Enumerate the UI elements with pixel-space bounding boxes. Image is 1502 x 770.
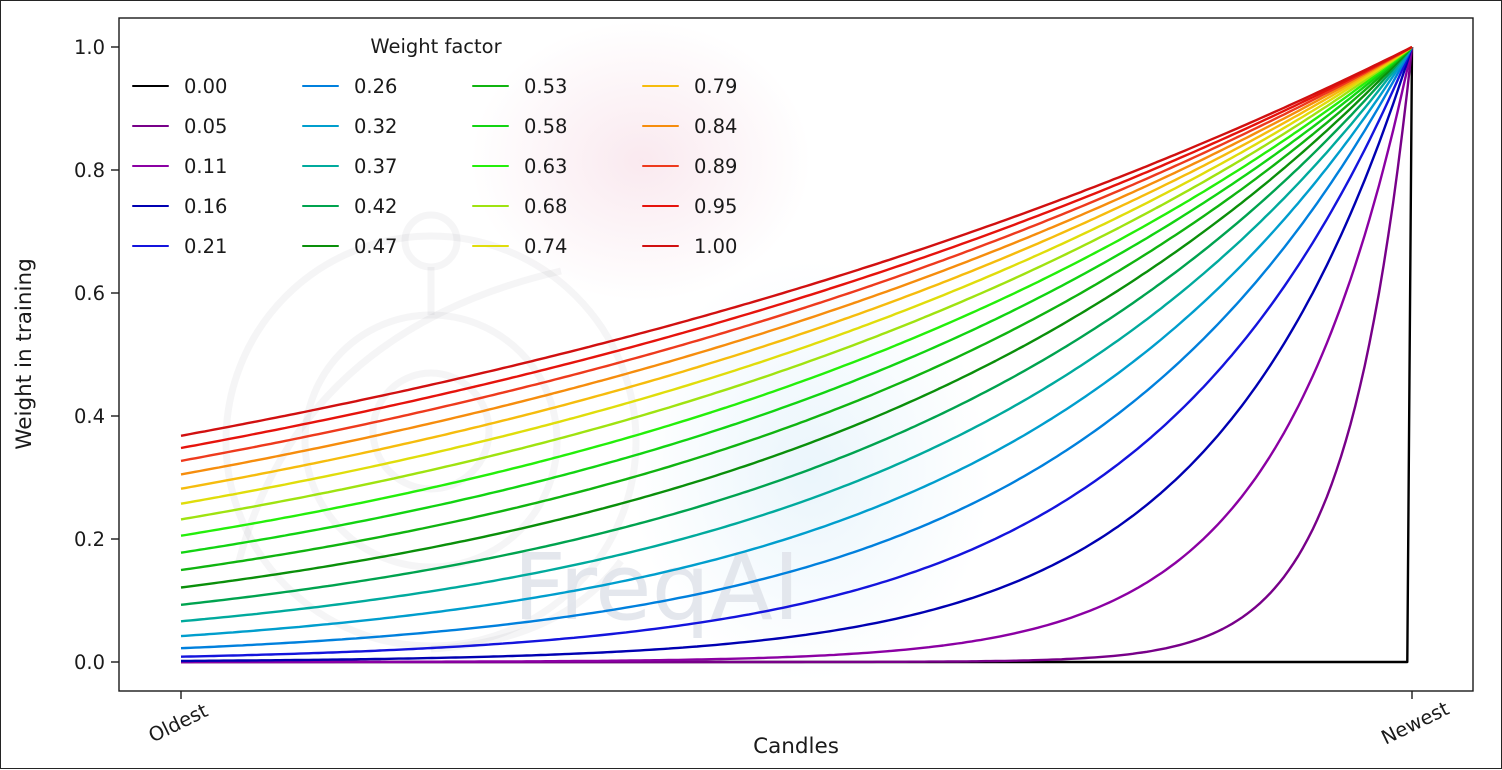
legend-line-swatch <box>302 84 339 88</box>
x-axis-label: Candles <box>753 734 839 759</box>
legend-item: 0.79 <box>642 66 740 106</box>
legend-line-swatch <box>302 204 339 208</box>
legend-item: 0.63 <box>472 146 570 186</box>
legend-line-swatch <box>302 164 339 168</box>
series-line <box>180 46 1413 521</box>
legend-line-swatch <box>642 244 679 248</box>
legend-label: 0.95 <box>694 194 738 218</box>
y-tick-label: 1.0 <box>74 36 105 59</box>
series-line <box>180 46 1413 537</box>
legend-line-swatch <box>132 84 169 88</box>
legend-label: 0.00 <box>184 74 228 98</box>
legend-line-swatch <box>472 124 509 128</box>
legend-label: 0.58 <box>524 114 568 138</box>
legend-item: 0.74 <box>472 226 570 266</box>
series-line <box>180 45 1413 490</box>
legend-label: 0.32 <box>354 114 398 138</box>
series-line <box>180 46 1413 505</box>
legend-title: Weight factor <box>370 35 502 58</box>
x-tick-label: Oldest <box>145 699 212 747</box>
series-line <box>180 46 1414 650</box>
series-line <box>181 46 1414 663</box>
legend-label: 0.63 <box>524 154 568 178</box>
legend-line-swatch <box>472 164 509 168</box>
legend-line-swatch <box>642 164 679 168</box>
series-line <box>180 45 1413 450</box>
legend-label: 0.21 <box>184 234 228 258</box>
legend-label: 1.00 <box>694 234 738 258</box>
legend-line-swatch <box>472 244 509 248</box>
legend-line-swatch <box>132 124 169 128</box>
legend-item: 0.95 <box>642 186 740 226</box>
series-line <box>180 46 1413 572</box>
legend-line-swatch <box>132 164 169 168</box>
y-tick-label: 0.8 <box>74 159 105 182</box>
series-line <box>181 46 1414 664</box>
legend-label: 0.84 <box>694 114 738 138</box>
legend-column: 0.79 0.84 0.89 0.95 1.00 <box>642 66 740 266</box>
legend-label: 0.79 <box>694 74 738 98</box>
y-tick-label: 0.4 <box>74 405 105 428</box>
legend-item: 0.32 <box>302 106 400 146</box>
series-line <box>180 45 1413 476</box>
legend-line-swatch <box>132 204 169 208</box>
legend-item: 0.00 <box>132 66 230 106</box>
series-line <box>180 46 1413 623</box>
legend-label: 0.68 <box>524 194 568 218</box>
series-line <box>180 46 1414 658</box>
legend-item: 0.58 <box>472 106 570 146</box>
y-tick-label: 0.2 <box>74 528 105 551</box>
series-line <box>180 46 1413 554</box>
legend-item: 0.16 <box>132 186 230 226</box>
legend-label: 0.26 <box>354 74 398 98</box>
legend-label: 0.42 <box>354 194 398 218</box>
legend-item: 0.84 <box>642 106 740 146</box>
legend-item: 0.11 <box>132 146 230 186</box>
series-line <box>180 45 1413 437</box>
legend-item: 0.26 <box>302 66 400 106</box>
legend-column: 0.53 0.58 0.63 0.68 0.74 <box>472 66 570 266</box>
legend-item: 0.05 <box>132 106 230 146</box>
legend-item: 0.53 <box>472 66 570 106</box>
series-line <box>180 46 1413 589</box>
legend-line-swatch <box>642 84 679 88</box>
legend-entries: 0.00 0.05 0.11 0.16 0.21 0.26 0.32 0.37 0.42 0.47… <box>132 66 740 266</box>
legend-label: 0.47 <box>354 234 398 258</box>
legend-item: 0.68 <box>472 186 570 226</box>
legend-label: 0.74 <box>524 234 568 258</box>
legend-line-swatch <box>642 124 679 128</box>
legend-label: 0.37 <box>354 154 398 178</box>
legend-label: 0.53 <box>524 74 568 98</box>
legend-label: 0.89 <box>694 154 738 178</box>
legend-line-swatch <box>472 84 509 88</box>
legend-item: 0.37 <box>302 146 400 186</box>
legend-item: 1.00 <box>642 226 740 266</box>
freqai-watermark: FreqAI <box>513 534 800 641</box>
legend: Weight factor 0.00 0.05 0.11 0.16 0.21 0.26 0.… <box>132 35 740 266</box>
series-line <box>180 46 1414 638</box>
x-tick-label: Newest <box>1378 697 1453 750</box>
y-tick-label: 0.6 <box>74 282 105 305</box>
legend-line-swatch <box>302 244 339 248</box>
legend-item: 0.21 <box>132 226 230 266</box>
series-line <box>180 45 1413 463</box>
legend-item: 0.47 <box>302 226 400 266</box>
legend-label: 0.11 <box>184 154 228 178</box>
legend-line-swatch <box>472 204 509 208</box>
legend-column: 0.00 0.05 0.11 0.16 0.21 <box>132 66 230 266</box>
legend-item: 0.89 <box>642 146 740 186</box>
legend-line-swatch <box>132 244 169 248</box>
legend-line-swatch <box>642 204 679 208</box>
series-line <box>180 46 1413 606</box>
y-tick-label: 0.0 <box>74 651 105 674</box>
legend-column: 0.26 0.32 0.37 0.42 0.47 <box>302 66 400 266</box>
legend-label: 0.16 <box>184 194 228 218</box>
legend-item: 0.42 <box>302 186 400 226</box>
legend-line-swatch <box>302 124 339 128</box>
y-axis-label: Weight in training <box>12 258 37 449</box>
legend-label: 0.05 <box>184 114 228 138</box>
